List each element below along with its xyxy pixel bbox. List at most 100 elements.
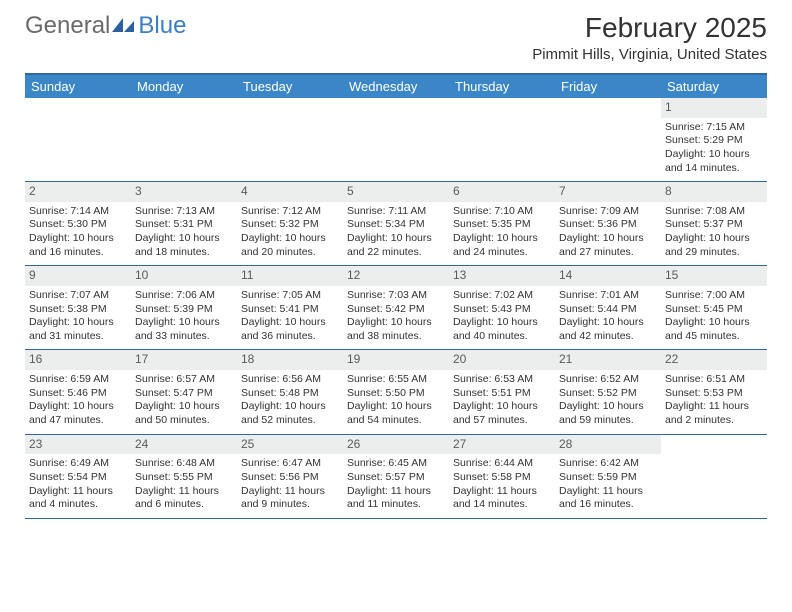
sunset-line: Sunset: 5:38 PM [29,303,127,317]
sunrise-line: Sunrise: 7:01 AM [559,289,657,303]
sunset-line: Sunset: 5:35 PM [453,218,551,232]
sunrise-line: Sunrise: 7:08 AM [665,205,763,219]
sunset-line: Sunset: 5:43 PM [453,303,551,317]
calendar-day: 9Sunrise: 7:07 AMSunset: 5:38 PMDaylight… [25,266,131,349]
daylight-line: Daylight: 10 hours and 24 minutes. [453,232,551,259]
day-number: 18 [237,350,343,370]
day-number: 26 [343,435,449,455]
calendar-day: 27Sunrise: 6:44 AMSunset: 5:58 PMDayligh… [449,435,555,518]
calendar-day: 6Sunrise: 7:10 AMSunset: 5:35 PMDaylight… [449,182,555,265]
daylight-line: Daylight: 11 hours and 14 minutes. [453,485,551,512]
calendar-day: 3Sunrise: 7:13 AMSunset: 5:31 PMDaylight… [131,182,237,265]
calendar-empty [25,98,131,181]
day-number: 22 [661,350,767,370]
daylight-line: Daylight: 11 hours and 9 minutes. [241,485,339,512]
daylight-line: Daylight: 11 hours and 11 minutes. [347,485,445,512]
sunrise-line: Sunrise: 7:12 AM [241,205,339,219]
calendar-week: 23Sunrise: 6:49 AMSunset: 5:54 PMDayligh… [25,435,767,519]
sunset-line: Sunset: 5:54 PM [29,471,127,485]
dayname: Wednesday [343,75,449,98]
sunrise-line: Sunrise: 7:10 AM [453,205,551,219]
daylight-line: Daylight: 10 hours and 29 minutes. [665,232,763,259]
calendar-empty [555,98,661,181]
sunrise-line: Sunrise: 7:13 AM [135,205,233,219]
logo: General Blue [25,12,186,40]
sunset-line: Sunset: 5:32 PM [241,218,339,232]
calendar-day: 17Sunrise: 6:57 AMSunset: 5:47 PMDayligh… [131,350,237,433]
day-number: 19 [343,350,449,370]
sunset-line: Sunset: 5:39 PM [135,303,233,317]
day-number: 7 [555,182,661,202]
sunrise-line: Sunrise: 7:02 AM [453,289,551,303]
sunset-line: Sunset: 5:59 PM [559,471,657,485]
sunrise-line: Sunrise: 6:59 AM [29,373,127,387]
calendar-day: 20Sunrise: 6:53 AMSunset: 5:51 PMDayligh… [449,350,555,433]
day-number: 21 [555,350,661,370]
sunset-line: Sunset: 5:47 PM [135,387,233,401]
daylight-line: Daylight: 10 hours and 33 minutes. [135,316,233,343]
logo-text-general: General [25,12,110,40]
dayname: Tuesday [237,75,343,98]
sunrise-line: Sunrise: 6:57 AM [135,373,233,387]
calendar-empty [449,98,555,181]
calendar-day: 12Sunrise: 7:03 AMSunset: 5:42 PMDayligh… [343,266,449,349]
sunset-line: Sunset: 5:56 PM [241,471,339,485]
sunrise-line: Sunrise: 7:07 AM [29,289,127,303]
sunset-line: Sunset: 5:44 PM [559,303,657,317]
sunset-line: Sunset: 5:48 PM [241,387,339,401]
day-number: 8 [661,182,767,202]
day-number: 4 [237,182,343,202]
sail-icon [112,18,134,34]
calendar-day: 2Sunrise: 7:14 AMSunset: 5:30 PMDaylight… [25,182,131,265]
sunset-line: Sunset: 5:55 PM [135,471,233,485]
dayname: Saturday [661,75,767,98]
sunrise-line: Sunrise: 6:49 AM [29,457,127,471]
dayname: Sunday [25,75,131,98]
sunrise-line: Sunrise: 6:56 AM [241,373,339,387]
sunrise-line: Sunrise: 6:55 AM [347,373,445,387]
sunset-line: Sunset: 5:57 PM [347,471,445,485]
daylight-line: Daylight: 10 hours and 52 minutes. [241,400,339,427]
calendar-week: 9Sunrise: 7:07 AMSunset: 5:38 PMDaylight… [25,266,767,350]
calendar-empty [237,98,343,181]
sunrise-line: Sunrise: 6:44 AM [453,457,551,471]
daylight-line: Daylight: 11 hours and 2 minutes. [665,400,763,427]
calendar-day: 18 Sunrise: 6:56 AMSunset: 5:48 PMDayligh… [237,350,343,433]
title-block: February 2025 Pimmit Hills, Virginia, Un… [532,12,767,63]
dayname-row: Sunday Monday Tuesday Wednesday Thursday… [25,75,767,98]
sunset-line: Sunset: 5:29 PM [665,134,763,148]
sunrise-line: Sunrise: 7:11 AM [347,205,445,219]
day-number: 10 [131,266,237,286]
day-number: 14 [555,266,661,286]
sunrise-line: Sunrise: 6:48 AM [135,457,233,471]
daylight-line: Daylight: 10 hours and 42 minutes. [559,316,657,343]
calendar-day: 28Sunrise: 6:42 AMSunset: 5:59 PMDayligh… [555,435,661,518]
calendar-empty [131,98,237,181]
sunset-line: Sunset: 5:58 PM [453,471,551,485]
calendar-body: 1Sunrise: 7:15 AMSunset: 5:29 PMDaylight… [25,98,767,519]
daylight-line: Daylight: 10 hours and 54 minutes. [347,400,445,427]
calendar-day: 15Sunrise: 7:00 AMSunset: 5:45 PMDayligh… [661,266,767,349]
daylight-line: Daylight: 10 hours and 16 minutes. [29,232,127,259]
sunset-line: Sunset: 5:34 PM [347,218,445,232]
daylight-line: Daylight: 10 hours and 22 minutes. [347,232,445,259]
daylight-line: Daylight: 10 hours and 20 minutes. [241,232,339,259]
sunrise-line: Sunrise: 6:47 AM [241,457,339,471]
sunset-line: Sunset: 5:37 PM [665,218,763,232]
day-number: 5 [343,182,449,202]
calendar-week: 1Sunrise: 7:15 AMSunset: 5:29 PMDaylight… [25,98,767,182]
page-title: February 2025 [532,12,767,44]
day-number: 1 [661,98,767,118]
sunrise-line: Sunrise: 6:45 AM [347,457,445,471]
day-number: 11 [237,266,343,286]
calendar-day: 13Sunrise: 7:02 AMSunset: 5:43 PMDayligh… [449,266,555,349]
calendar-day: 16Sunrise: 6:59 AMSunset: 5:46 PMDayligh… [25,350,131,433]
sunrise-line: Sunrise: 7:06 AM [135,289,233,303]
calendar-day: 24Sunrise: 6:48 AMSunset: 5:55 PMDayligh… [131,435,237,518]
daylight-line: Daylight: 10 hours and 36 minutes. [241,316,339,343]
sunrise-line: Sunrise: 7:03 AM [347,289,445,303]
day-number: 20 [449,350,555,370]
day-number: 2 [25,182,131,202]
day-number: 3 [131,182,237,202]
calendar-empty [661,435,767,518]
